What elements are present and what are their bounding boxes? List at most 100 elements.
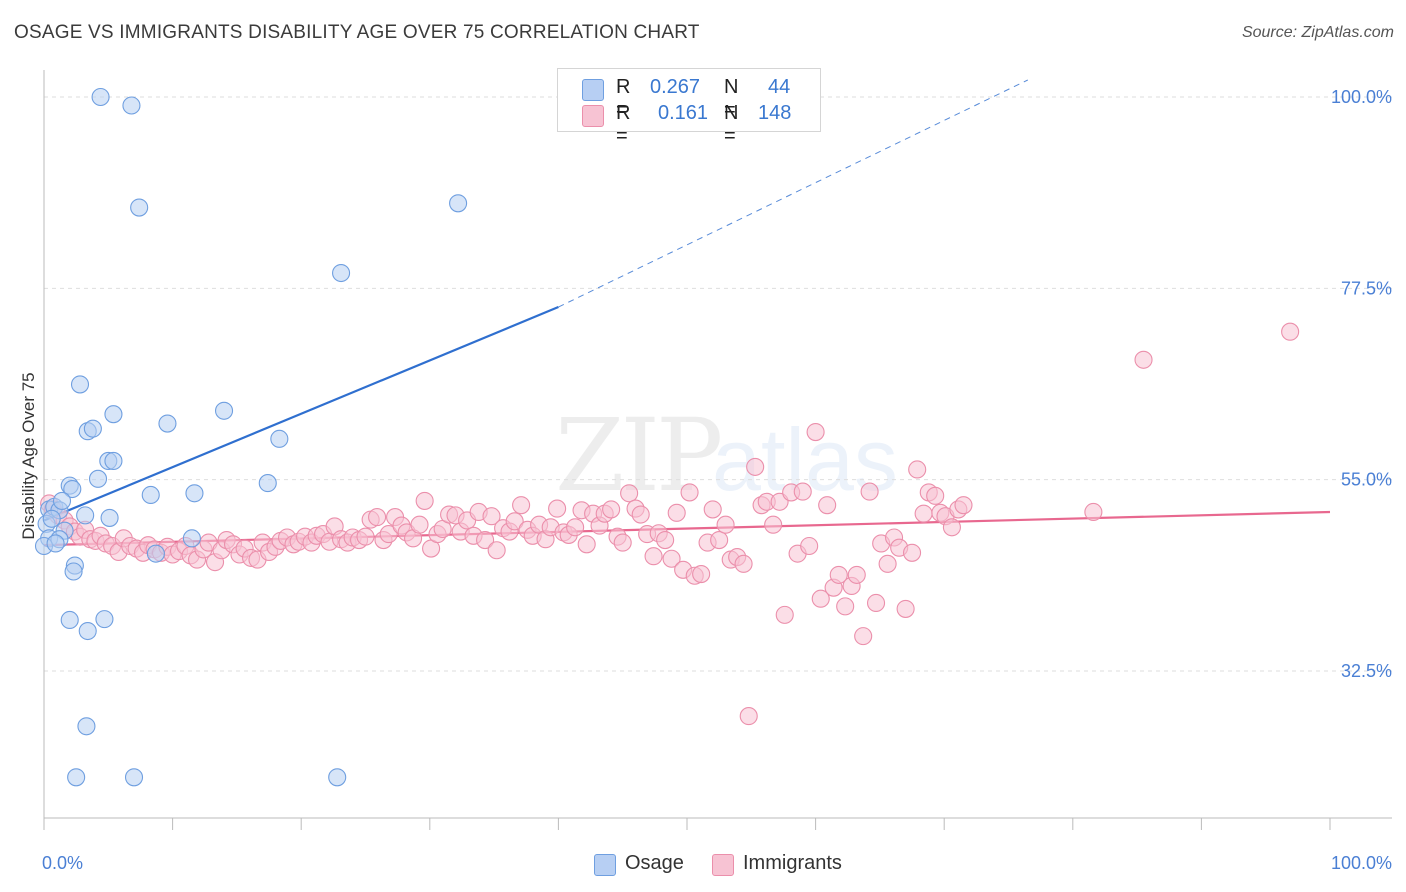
osage-point — [258, 474, 277, 493]
data-points — [34, 87, 1300, 787]
immigrants-point — [566, 518, 585, 537]
osage-point — [214, 401, 234, 420]
osage-n-label: N = — [724, 76, 739, 121]
immigrants-point — [631, 505, 650, 524]
osage-r-label: R = — [616, 76, 631, 121]
immigrants-point — [410, 515, 429, 534]
immigrants-point — [692, 565, 711, 584]
osage-point — [76, 506, 95, 525]
immigrants-point — [476, 530, 495, 550]
y-tick-label: 77.5% — [1341, 278, 1392, 298]
immigrants-point — [926, 486, 945, 505]
immigrants-point — [800, 536, 819, 556]
immigrants-point — [739, 707, 758, 726]
immigrants-point — [512, 496, 531, 515]
osage-trendline-extension — [558, 79, 1029, 308]
source-credit: Source: ZipAtlas.com — [1241, 24, 1394, 41]
osage-point — [146, 544, 165, 563]
immigrants-point — [854, 627, 873, 646]
immigrants-point — [818, 496, 837, 515]
osage-point — [77, 717, 96, 736]
osage-point — [182, 529, 201, 548]
immigrants-point — [908, 460, 927, 479]
osage-point — [64, 562, 83, 581]
osage-legend-swatch — [594, 854, 616, 876]
immigrants-point — [746, 457, 765, 476]
immigrants-point — [806, 422, 825, 442]
immigrants-point — [860, 482, 879, 501]
x-tick-label: 0.0% — [42, 853, 83, 873]
osage-point — [52, 491, 72, 510]
zipatlas-watermark: ZIP atlas — [555, 397, 898, 514]
immigrants-point — [613, 533, 632, 552]
immigrants-point — [954, 496, 973, 515]
immigrants-r-value: 0.161 — [658, 102, 709, 124]
immigrants-point — [644, 547, 663, 566]
immigrants-point — [368, 508, 387, 527]
immigrants-point — [878, 554, 897, 573]
immigrants-n-label: N = — [724, 102, 739, 147]
immigrants-point — [505, 512, 524, 531]
immigrants-point — [667, 503, 686, 522]
immigrants-point — [734, 554, 753, 573]
osage-legend-label: Osage — [625, 852, 684, 874]
immigrants-point — [811, 589, 830, 608]
osage-n-value: 44 — [768, 76, 791, 98]
osage-point — [78, 621, 97, 641]
immigrants-point — [716, 515, 735, 534]
immigrants-point — [656, 530, 675, 550]
osage-point — [270, 429, 289, 448]
tick-labels: 32.5% 55.0% 77.5% 100.0% 0.0% 100.0% — [42, 87, 1392, 873]
immigrants-point — [577, 535, 596, 554]
immigrants-point — [896, 599, 915, 618]
immigrants-point — [1084, 502, 1103, 522]
immigrants-r-label: R = — [616, 102, 631, 147]
osage-point — [328, 768, 347, 787]
immigrants-point — [487, 541, 506, 560]
y-tick-label: 100.0% — [1331, 87, 1392, 107]
immigrants-point — [703, 500, 722, 519]
osage-swatch — [582, 79, 604, 101]
osage-point — [95, 610, 114, 629]
immigrants-point — [415, 491, 434, 510]
y-tick-label: 32.5% — [1341, 661, 1392, 681]
immigrants-point — [680, 483, 699, 502]
osage-point — [60, 610, 79, 630]
immigrants-point — [829, 565, 848, 584]
y-tick-label: 55.0% — [1341, 470, 1392, 490]
osage-point — [122, 96, 141, 115]
immigrants-legend-label: Immigrants — [743, 852, 842, 874]
chart-title: OSAGE VS IMMIGRANTS DISABILITY AGE OVER … — [14, 22, 700, 43]
osage-point — [130, 198, 149, 217]
osage-point — [67, 768, 86, 787]
immigrants-point — [914, 504, 933, 523]
correlation-legend: R = 0.267 N = 44 R = 0.161 N = 148 — [557, 68, 821, 147]
immigrants-point — [902, 543, 922, 562]
immigrants-point — [847, 565, 866, 584]
immigrants-point — [379, 525, 398, 544]
immigrants-point — [602, 500, 621, 519]
osage-point — [83, 419, 102, 438]
osage-point — [91, 87, 110, 107]
immigrants-point — [356, 527, 375, 546]
immigrants-point — [482, 507, 501, 526]
immigrants-point — [764, 515, 783, 534]
immigrants-legend-swatch — [712, 854, 734, 876]
osage-point — [88, 469, 108, 488]
osage-point — [449, 194, 468, 213]
osage-point — [70, 375, 90, 394]
immigrants-swatch — [582, 105, 604, 127]
osage-point — [42, 509, 61, 528]
immigrants-point — [620, 484, 639, 503]
osage-point — [158, 414, 177, 433]
immigrants-point — [1281, 322, 1300, 341]
immigrants-point — [662, 549, 681, 568]
osage-point — [185, 484, 204, 503]
immigrants-point — [942, 518, 961, 537]
immigrants-n-value: 148 — [758, 102, 792, 124]
immigrants-point — [793, 482, 812, 501]
immigrants-point — [836, 597, 855, 616]
osage-point — [332, 263, 351, 283]
immigrants-point — [1134, 350, 1153, 369]
